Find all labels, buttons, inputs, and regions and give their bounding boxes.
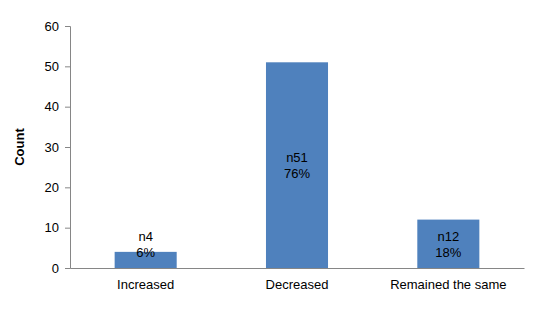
- y-tick: 60: [45, 19, 70, 34]
- x-tick: Remained the same: [390, 277, 506, 292]
- y-axis-title: Count: [12, 128, 27, 166]
- data-labels: n46% n5176% n1218%: [136, 150, 462, 260]
- y-tick: 0: [52, 261, 70, 276]
- bar: [417, 220, 479, 268]
- percentage-label: 18%: [435, 245, 461, 260]
- data-label: n51: [286, 150, 308, 165]
- y-tick-label: 60: [45, 19, 59, 34]
- y-tick: 30: [45, 140, 70, 155]
- percentage-label: 6%: [136, 245, 155, 260]
- y-tick-label: 30: [45, 140, 59, 155]
- y-tick-label: 20: [45, 180, 59, 195]
- x-tick: Decreased: [266, 277, 329, 292]
- y-tick-mark: [65, 228, 70, 229]
- bars: [115, 62, 480, 268]
- data-label: n12: [437, 229, 459, 244]
- y-tick-mark: [65, 187, 70, 188]
- y-axis: 0 10 20 30 40 50 60: [45, 19, 71, 276]
- x-axis: Increased Decreased Remained the same: [71, 269, 525, 293]
- x-tick-label: Remained the same: [390, 277, 506, 292]
- y-tick: 40: [45, 99, 70, 114]
- x-tick-label: Increased: [117, 277, 174, 292]
- y-tick-mark: [65, 26, 70, 27]
- chart: 0 10 20 30 40 50 60 Increased Decreased Remained …: [0, 0, 548, 317]
- data-label: n4: [138, 229, 152, 244]
- y-tick-mark: [65, 107, 70, 108]
- y-tick: 10: [45, 220, 70, 235]
- x-tick-label: Decreased: [266, 277, 329, 292]
- y-axis-line: [65, 27, 71, 269]
- y-tick-label: 10: [45, 220, 59, 235]
- y-tick: 50: [45, 59, 70, 74]
- bar: [266, 62, 328, 268]
- y-tick: 20: [45, 180, 70, 195]
- y-tick-mark: [65, 147, 70, 148]
- y-tick-label: 50: [45, 59, 59, 74]
- x-axis-line: [71, 268, 525, 269]
- y-tick-mark: [65, 66, 70, 67]
- y-tick-label: 40: [45, 99, 59, 114]
- x-tick: Increased: [117, 277, 174, 292]
- y-tick-mark: [65, 268, 70, 269]
- percentage-label: 76%: [284, 166, 310, 181]
- y-tick-label: 0: [52, 261, 59, 276]
